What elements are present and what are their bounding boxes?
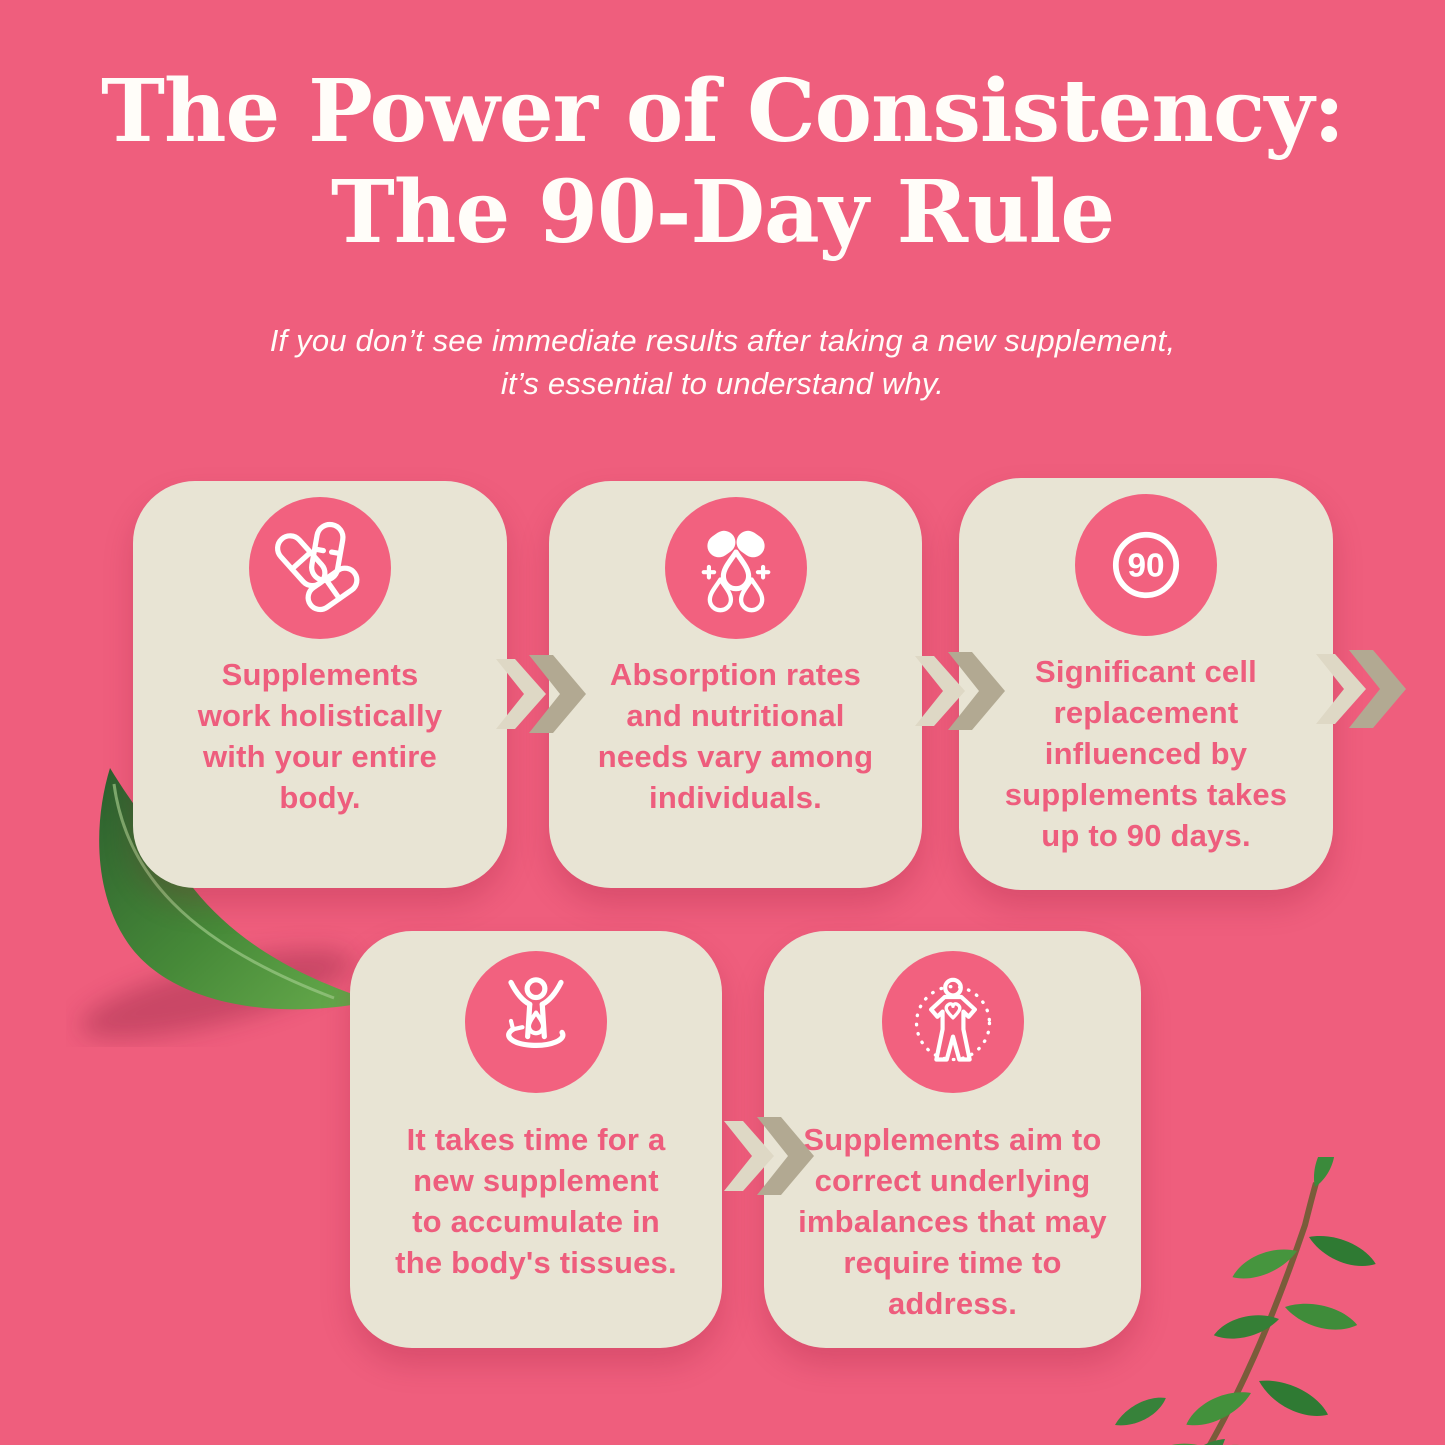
card-text-line: and nutritional: [626, 698, 845, 733]
card-text-line: to accumulate in: [412, 1204, 660, 1239]
card-text: Supplements aim to correct underlying im…: [764, 1119, 1141, 1324]
capsule-absorption-icon: [701, 530, 770, 613]
icon-circle: [249, 497, 391, 639]
page-title-line2: The 90-Day Rule: [330, 161, 1115, 263]
90-badge-text: 90: [1127, 547, 1164, 584]
page-subtitle-line1: If you don’t see immediate results after…: [269, 323, 1176, 358]
page-subtitle: If you don’t see immediate results after…: [0, 320, 1445, 406]
pills-icon: [274, 521, 360, 613]
body-balance-icon: [914, 977, 991, 1062]
card-text-line: with your entire: [202, 739, 437, 774]
card-cell-replacement: 90 Significant cell replacement influenc…: [959, 478, 1333, 890]
page-title: The Power of Consistency: The 90-Day Rul…: [0, 61, 1445, 263]
flow-arrow-icon: [724, 1117, 814, 1195]
card-text-line: needs vary among: [597, 739, 874, 774]
card-text: It takes time for a new supplement to ac…: [350, 1119, 722, 1283]
card-text-line: It takes time for a: [406, 1122, 666, 1157]
card-accumulation-time: It takes time for a new supplement to ac…: [350, 931, 722, 1348]
card-absorption-rates: Absorption rates and nutritional needs v…: [549, 481, 922, 888]
card-text-line: individuals.: [649, 780, 822, 815]
card-text-line: Significant cell: [1035, 654, 1257, 689]
leaf-decoration: [79, 768, 362, 1039]
flow-arrow-icon: [915, 652, 1005, 730]
card-text-line: new supplement: [413, 1163, 659, 1198]
card-text: Significant cell replacement influenced …: [959, 651, 1333, 856]
flow-arrow-icon: [1316, 650, 1406, 728]
card-text: Absorption rates and nutritional needs v…: [549, 654, 922, 818]
card-text-line: body.: [279, 780, 361, 815]
icon-circle: [465, 951, 607, 1093]
card-correct-imbalances: Supplements aim to correct underlying im…: [764, 931, 1141, 1348]
card-text-line: supplements takes: [1004, 777, 1288, 812]
card-text-line: Absorption rates: [609, 657, 862, 692]
card-text: Supplements work holistically with your …: [133, 654, 507, 818]
card-text-line: replacement: [1053, 695, 1239, 730]
card-text-line: require time to: [843, 1245, 1062, 1280]
flow-arrow-icon: [496, 655, 586, 733]
page-title-line1: The Power of Consistency:: [100, 61, 1345, 162]
card-text-line: up to 90 days.: [1041, 818, 1251, 853]
card-text-line: influenced by: [1044, 736, 1248, 771]
card-text-line: address.: [887, 1286, 1018, 1321]
card-text-line: the body's tissues.: [395, 1245, 677, 1280]
card-supplements-holistic: Supplements work holistically with your …: [133, 481, 507, 888]
90-badge-icon: 90: [1112, 531, 1180, 599]
card-text-line: Supplements aim to: [803, 1122, 1102, 1157]
body-accumulation-icon: [506, 977, 566, 1048]
card-text-line: imbalances that may: [798, 1204, 1107, 1239]
branch-decoration: [1111, 1157, 1380, 1445]
card-text-line: Supplements: [221, 657, 419, 692]
page-subtitle-line2: it’s essential to understand why.: [500, 365, 945, 401]
card-text-line: work holistically: [197, 698, 443, 733]
icon-circle: [881, 951, 1024, 1093]
icon-circle: [664, 497, 807, 639]
icon-circle: 90: [1075, 494, 1217, 636]
card-text-line: correct underlying: [814, 1163, 1091, 1198]
